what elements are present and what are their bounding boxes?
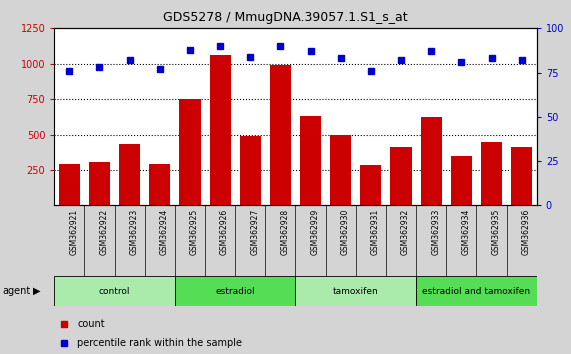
Bar [421, 117, 442, 205]
Bar [300, 116, 321, 205]
Text: estradiol: estradiol [215, 287, 255, 296]
Text: GDS5278 / MmugDNA.39057.1.S1_s_at: GDS5278 / MmugDNA.39057.1.S1_s_at [163, 11, 408, 24]
Text: GSM362935: GSM362935 [492, 209, 501, 255]
Bar [210, 55, 231, 205]
Text: GSM362936: GSM362936 [522, 209, 530, 255]
Text: agent: agent [3, 286, 31, 296]
Text: GSM362924: GSM362924 [160, 209, 169, 255]
Text: GSM362921: GSM362921 [69, 209, 78, 255]
Text: estradiol and tamoxifen: estradiol and tamoxifen [423, 287, 530, 296]
Text: GSM362923: GSM362923 [130, 209, 139, 255]
Bar [451, 156, 472, 205]
Bar [175, 276, 296, 306]
Bar [89, 162, 110, 205]
Text: ▶: ▶ [33, 286, 41, 296]
Bar [481, 142, 502, 205]
Text: GSM362931: GSM362931 [371, 209, 380, 255]
Bar [296, 276, 416, 306]
Text: percentile rank within the sample: percentile rank within the sample [78, 338, 243, 348]
Bar [416, 276, 537, 306]
Text: GSM362928: GSM362928 [280, 209, 289, 255]
Bar [270, 65, 291, 205]
Text: GSM362922: GSM362922 [99, 209, 108, 255]
Bar [391, 147, 412, 205]
Text: control: control [99, 287, 130, 296]
Bar [240, 136, 261, 205]
Bar [360, 165, 381, 205]
Text: count: count [78, 319, 105, 329]
Text: GSM362929: GSM362929 [311, 209, 320, 255]
Bar [149, 164, 170, 205]
Bar [54, 276, 175, 306]
Bar [179, 99, 200, 205]
Text: GSM362934: GSM362934 [461, 209, 471, 255]
Bar [119, 144, 140, 205]
Text: GSM362927: GSM362927 [250, 209, 259, 255]
Text: GSM362932: GSM362932 [401, 209, 410, 255]
Bar [59, 164, 80, 205]
Text: tamoxifen: tamoxifen [333, 287, 379, 296]
Text: GSM362926: GSM362926 [220, 209, 229, 255]
Bar [511, 147, 532, 205]
Text: GSM362925: GSM362925 [190, 209, 199, 255]
Text: GSM362930: GSM362930 [341, 209, 349, 255]
Text: GSM362933: GSM362933 [431, 209, 440, 255]
Bar [330, 135, 351, 205]
